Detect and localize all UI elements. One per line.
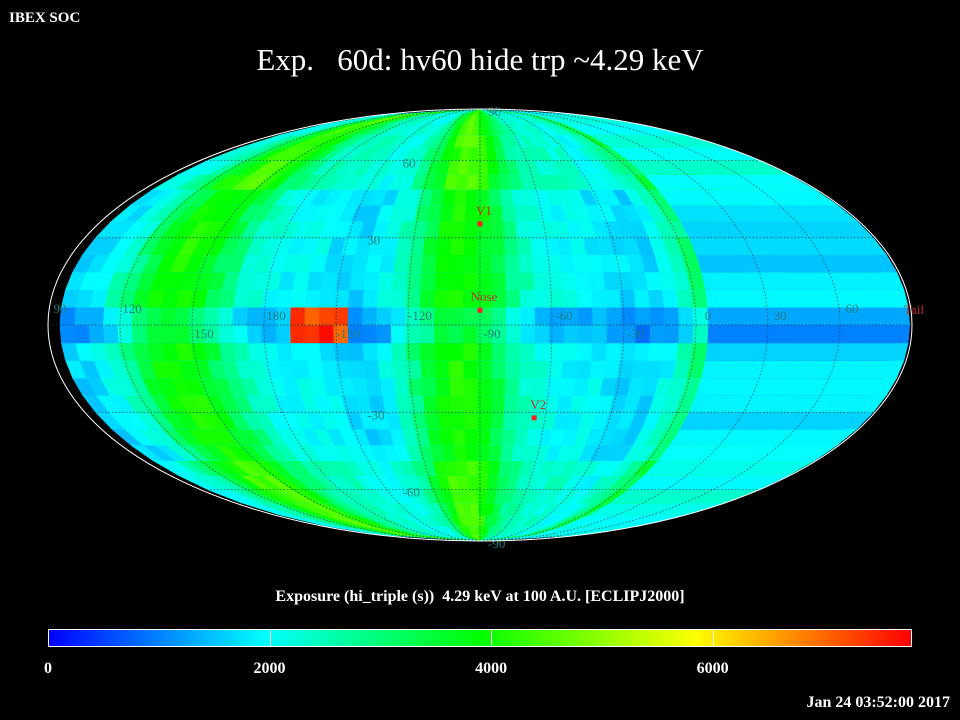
lon-label: 90 [54,301,67,316]
colorbar [48,629,912,647]
grid-labels: 90 60 30 -30 -60 -90 60 30 0 -30 -60 -90 -120 -150 180… [54,104,859,551]
lon-label: 180 [266,308,286,323]
lon-label: -30 [627,326,644,341]
svg-text:Tail: Tail [904,302,924,317]
svg-text:Nose: Nose [471,289,498,304]
lon-label: 60 [846,301,859,316]
lat-label: 30 [367,233,380,248]
lat-label: -60 [403,485,420,500]
lon-label: -150 [336,326,360,341]
colorbar-tick-label: 6000 [696,660,729,677]
lat-label: -30 [367,407,384,422]
markers: V1 Nose V2 Tail [471,203,924,421]
lat-label: 90 [488,104,501,119]
lon-label: 150 [194,326,214,341]
lon-label: -60 [555,308,572,323]
lat-label: 60 [403,155,416,170]
colorbar-tick-label: 2000 [253,660,286,677]
marker-nose: Nose [471,289,498,313]
colorbar-tick-mark [712,629,714,647]
lat-label: -90 [488,536,505,551]
svg-text:V1: V1 [476,203,492,218]
colorbar-tick-mark [269,629,271,647]
org-label: IBEX SOC [9,10,81,26]
lon-label: 30 [774,308,787,323]
marker-v2: V2 [530,397,546,421]
lon-label: -90 [483,326,500,341]
page-title: Exp. 60d: hv60 hide trp ~4.29 keV [256,42,704,77]
svg-text:V2: V2 [530,397,546,412]
colorbar-tick-mark [491,629,493,647]
timestamp: Jan 24 03:52:00 2017 [806,694,950,711]
lon-label: -120 [408,308,432,323]
colorbar-title: Exposure (hi_triple (s)) 4.29 keV at 100… [275,588,685,605]
lon-label: 0 [705,308,712,323]
marker-v1: V1 [476,203,492,227]
exposure-cells [59,109,910,541]
marker-tail: Tail [904,302,924,317]
lon-label: 120 [122,301,142,316]
colorbar-tick-label: 4000 [475,660,508,677]
colorbar-tick-label: 0 [44,660,52,677]
